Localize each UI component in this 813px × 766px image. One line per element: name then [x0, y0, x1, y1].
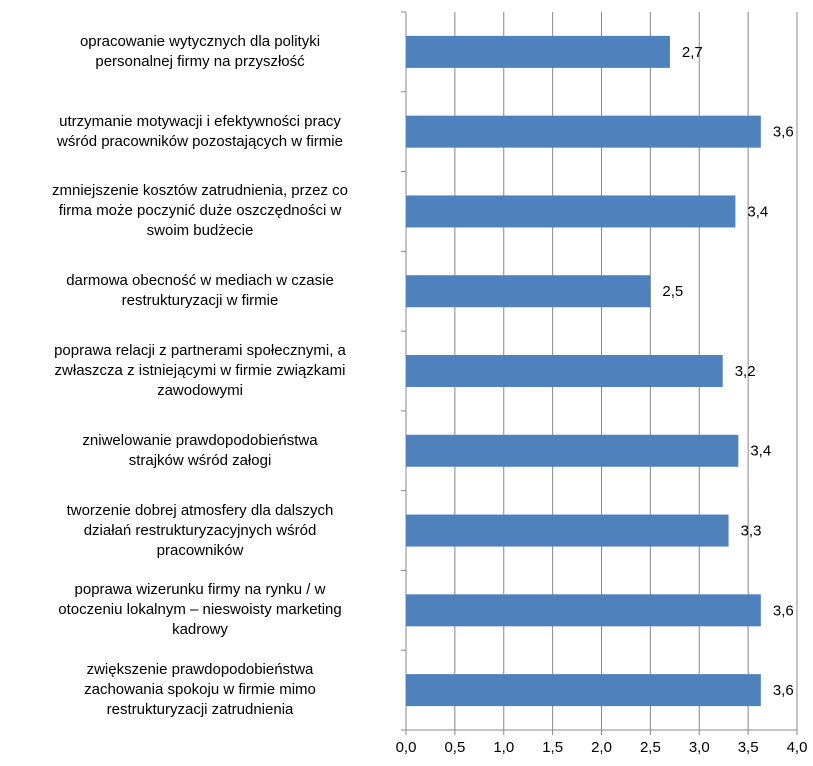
value-label: 3,6 — [773, 682, 794, 699]
bar — [406, 195, 736, 228]
bar — [406, 35, 670, 68]
x-tick-label: 1,5 — [542, 739, 563, 756]
bar — [406, 674, 761, 707]
value-label: 3,3 — [741, 523, 762, 540]
x-tick-label: 0,0 — [396, 739, 417, 756]
category-label: darmowa obecność w mediach w czasie rest… — [66, 272, 334, 310]
x-tick-label: 0,5 — [444, 739, 465, 756]
bar — [406, 115, 761, 148]
category-label: zwiększenie prawdopodobieństwa zachowani… — [84, 661, 316, 719]
category-label: zmniejszenie kosztów zatrudnienia, przez… — [52, 182, 348, 240]
bar — [406, 514, 729, 547]
x-tick-label: 1,0 — [493, 739, 514, 756]
category-label: poprawa wizerunku firmy na rynku / w oto… — [58, 581, 342, 639]
x-tick-label: 2,5 — [640, 739, 661, 756]
category-label: opracowanie wytycznych dla polityki pers… — [79, 32, 321, 70]
value-label: 3,2 — [735, 363, 756, 380]
bar — [406, 275, 651, 308]
value-label: 3,4 — [747, 203, 768, 220]
x-tick-label: 3,5 — [738, 739, 759, 756]
x-tick-label: 2,0 — [591, 739, 612, 756]
category-label: tworzenie dobrej atmosfery dla dalszych … — [66, 501, 334, 559]
value-label: 2,5 — [662, 283, 683, 300]
value-label: 3,6 — [773, 124, 794, 141]
bar — [406, 434, 739, 467]
x-tick-label: 3,0 — [689, 739, 710, 756]
x-tick-label: 4,0 — [787, 739, 808, 756]
category-label: poprawa relacji z partnerami społecznymi… — [54, 342, 346, 399]
category-label: zniwelowanie prawdopodobieństwa strajków… — [82, 431, 318, 469]
category-label: utrzymanie motywacji i efektywności prac… — [57, 112, 343, 150]
value-label: 3,6 — [773, 602, 794, 619]
bar — [406, 594, 761, 627]
bar — [406, 355, 723, 387]
value-label: 2,7 — [682, 44, 703, 61]
value-label: 3,4 — [750, 443, 771, 460]
